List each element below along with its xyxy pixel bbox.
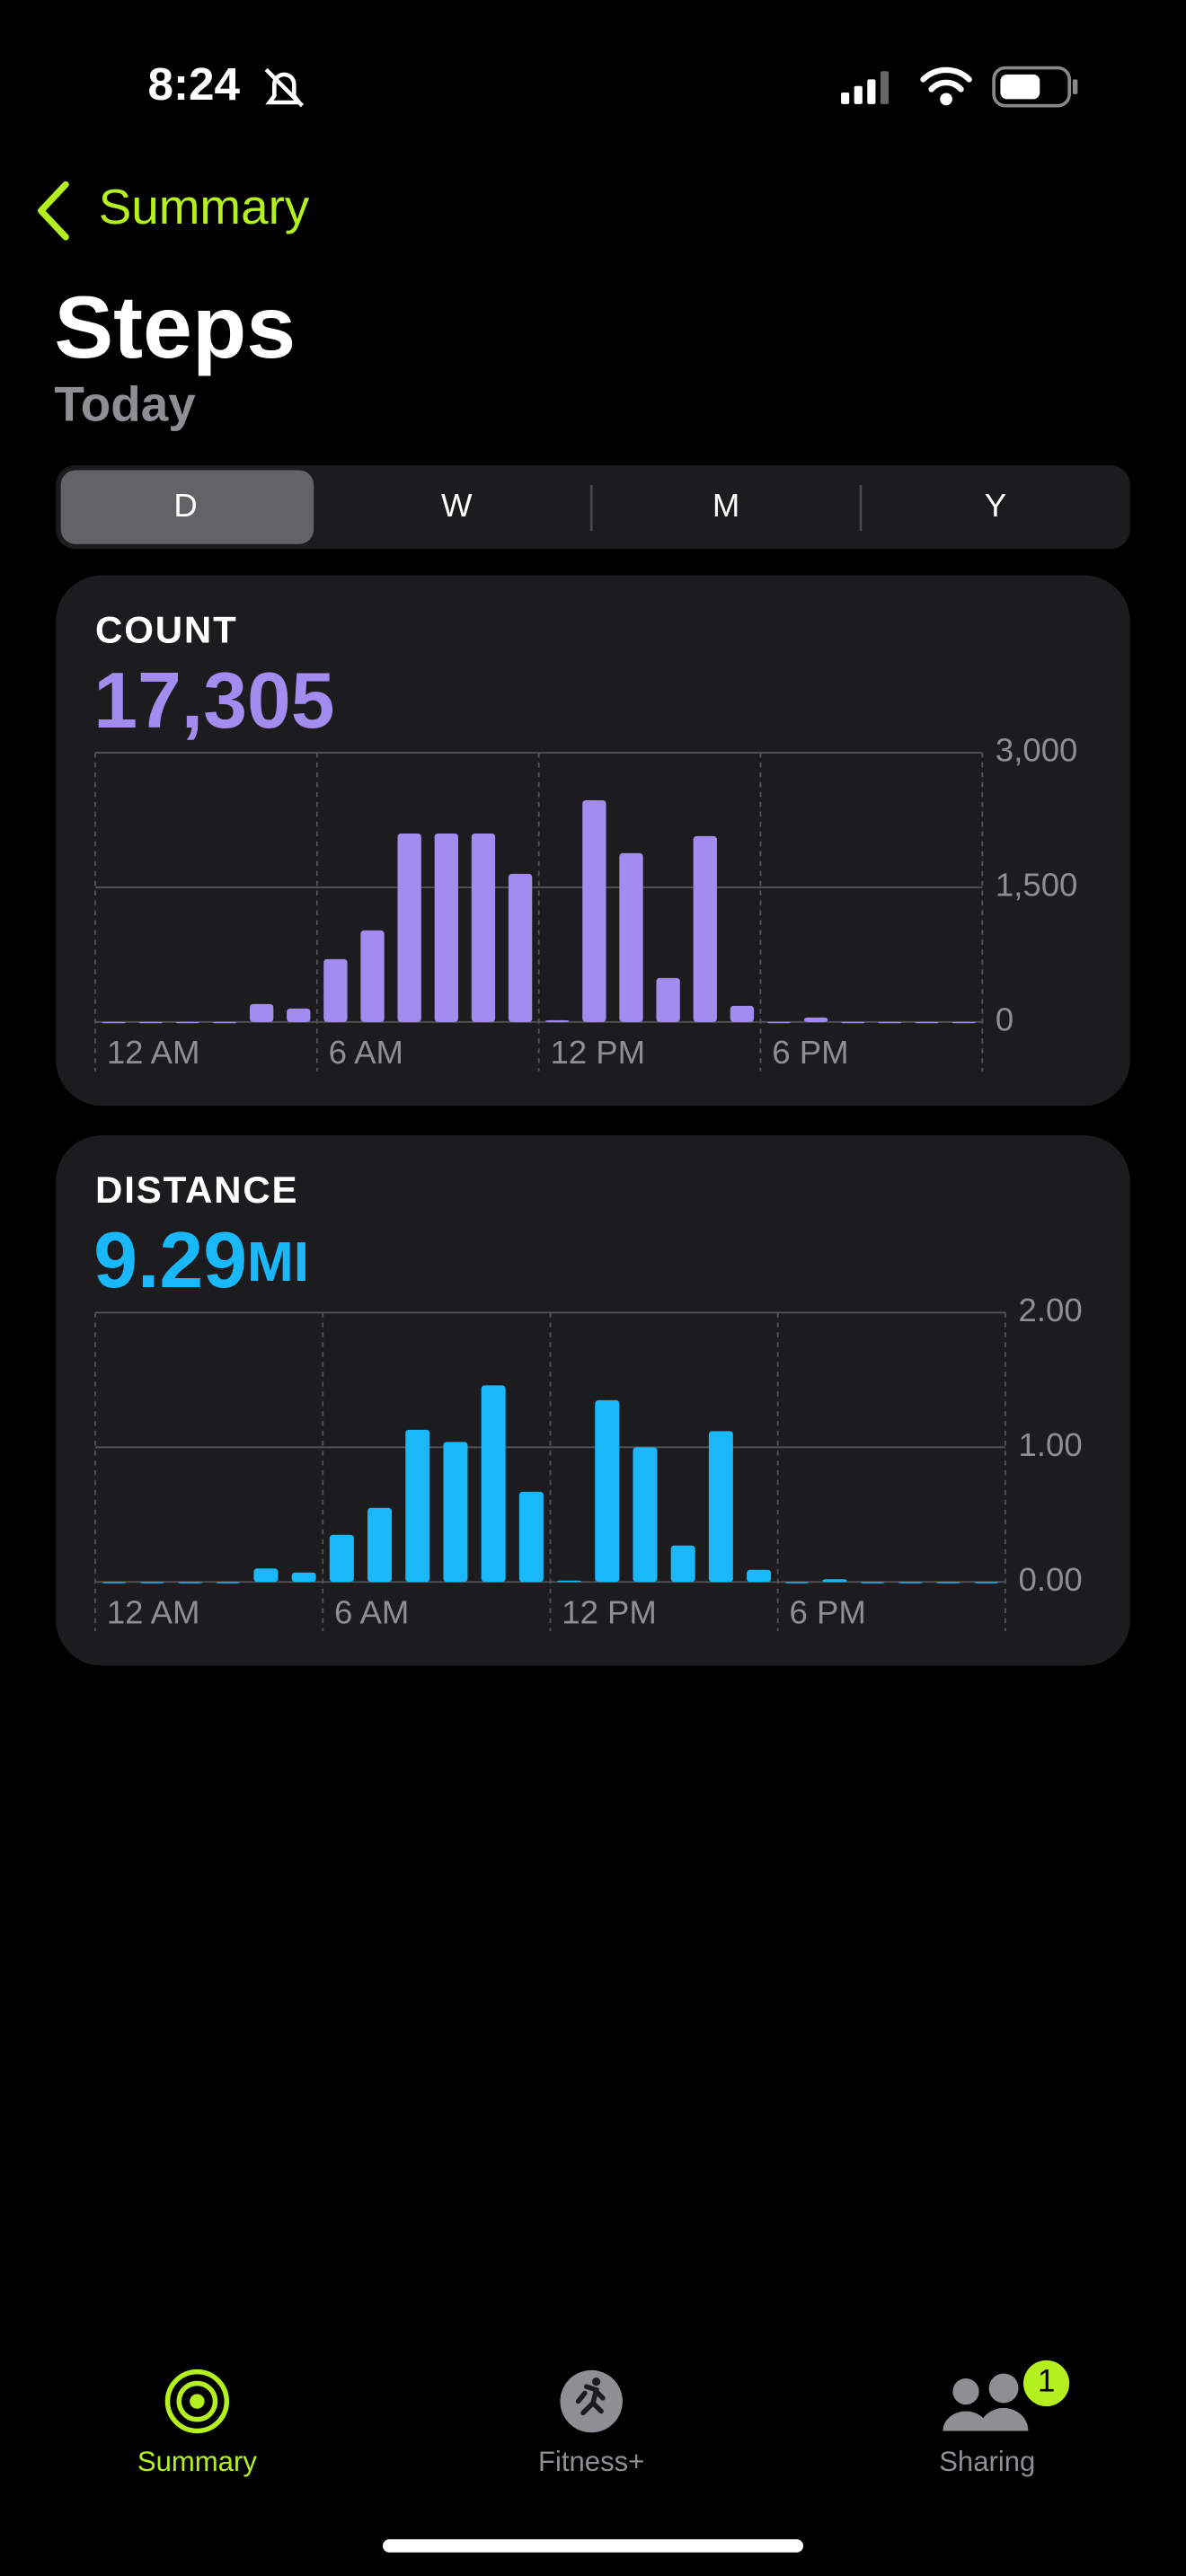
y-tick-label: 0 [996, 1001, 1013, 1037]
bar [747, 1569, 772, 1583]
card-value-number: 9.29 [93, 1216, 247, 1304]
bar [397, 833, 421, 1022]
bar [138, 1021, 163, 1024]
bar [249, 1003, 274, 1022]
bar [730, 1005, 755, 1022]
bar [557, 1580, 582, 1583]
bar [633, 1447, 658, 1583]
segment-label[interactable]: W [441, 487, 473, 524]
y-tick-label: 0.00 [1019, 1561, 1083, 1598]
segment-label[interactable]: M [712, 487, 739, 524]
card-value-number: 17,305 [93, 657, 334, 745]
x-tick-label: 12 PM [562, 1593, 657, 1630]
bar [936, 1582, 961, 1584]
bar [878, 1021, 902, 1024]
bar [212, 1021, 237, 1024]
card-value-unit: MI [247, 1232, 309, 1294]
metric-card: DISTANCE 9.29MI 0.00 1.00 2.00 12 AM 6 AM 12 PM… [56, 1134, 1130, 1666]
tab-label[interactable]: Summary [137, 2446, 257, 2477]
bar [822, 1579, 847, 1583]
bar [102, 1021, 126, 1024]
page-title: Steps [54, 278, 296, 376]
bar [471, 833, 496, 1022]
bar [545, 1019, 570, 1022]
bar [656, 977, 680, 1022]
bar [175, 1021, 200, 1024]
y-tick-label: 1.00 [1019, 1426, 1083, 1463]
tab-fitness-icon[interactable] [560, 2369, 623, 2433]
y-tick-label: 1,500 [996, 867, 1077, 904]
x-tick-label: 6 AM [329, 1034, 403, 1071]
back-chevron[interactable] [38, 181, 69, 241]
y-tick-label: 3,000 [996, 732, 1077, 769]
x-tick-label: 12 PM [550, 1034, 645, 1071]
bar [367, 1507, 393, 1583]
tab-sharing-icon[interactable] [943, 2360, 1070, 2431]
bar [693, 835, 717, 1022]
card-label: DISTANCE [95, 1169, 298, 1211]
tab-summary-icon[interactable] [164, 2369, 230, 2434]
bar [518, 1491, 544, 1583]
bar [860, 1582, 885, 1584]
metric-card: COUNT 17,305 0 1,500 3,000 12 AM 6 AM 12 PM 6 PM [56, 575, 1130, 1107]
segment-selected[interactable] [60, 470, 314, 544]
wifi-icon [920, 66, 972, 106]
bar [595, 1399, 620, 1583]
clock: 8:24 [148, 58, 241, 110]
silent-icon [264, 67, 305, 108]
tab-badge: 1 [1038, 2365, 1055, 2399]
bar [508, 873, 533, 1022]
x-tick-label: 6 PM [772, 1034, 848, 1071]
segment-label[interactable]: Y [985, 487, 1006, 524]
page-subtitle: Today [54, 376, 196, 432]
segment-label[interactable]: D [173, 487, 197, 524]
bar [708, 1431, 733, 1583]
bar [898, 1582, 923, 1584]
bar [178, 1582, 203, 1584]
x-tick-label: 12 AM [107, 1034, 200, 1071]
bar [974, 1582, 999, 1584]
bar [951, 1021, 976, 1024]
card-value: 17,305 [93, 657, 334, 745]
back-button[interactable]: Summary [38, 179, 310, 241]
tab-label[interactable]: Fitness+ [538, 2446, 644, 2477]
bar [323, 958, 348, 1022]
bar [139, 1582, 164, 1584]
bar [670, 1545, 695, 1583]
bar [216, 1582, 241, 1584]
bar [784, 1582, 810, 1584]
x-tick-label: 6 AM [334, 1593, 409, 1630]
bar [405, 1429, 430, 1583]
tab-label[interactable]: Sharing [939, 2446, 1035, 2477]
signal-icon [841, 71, 890, 104]
bar [291, 1572, 316, 1583]
home-indicator [382, 2539, 804, 2553]
x-tick-label: 12 AM [107, 1593, 200, 1630]
bar [287, 1008, 311, 1022]
bar [329, 1534, 354, 1583]
bar [915, 1021, 939, 1024]
bar [434, 833, 458, 1022]
x-tick-label: 6 PM [789, 1593, 865, 1630]
bar [253, 1568, 279, 1583]
bar [619, 852, 643, 1022]
y-tick-label: 2.00 [1019, 1292, 1083, 1328]
bar [841, 1021, 865, 1024]
bar [766, 1021, 792, 1024]
card-background [56, 1134, 1130, 1666]
back-label[interactable]: Summary [99, 179, 310, 234]
bar [481, 1385, 506, 1583]
bar [804, 1017, 828, 1022]
bar [582, 799, 606, 1022]
card-label: COUNT [95, 609, 238, 651]
bar [102, 1582, 127, 1584]
card-value: 9.29MI [93, 1216, 309, 1304]
battery-icon [992, 66, 1078, 108]
bar [443, 1442, 468, 1583]
bar [360, 930, 385, 1022]
